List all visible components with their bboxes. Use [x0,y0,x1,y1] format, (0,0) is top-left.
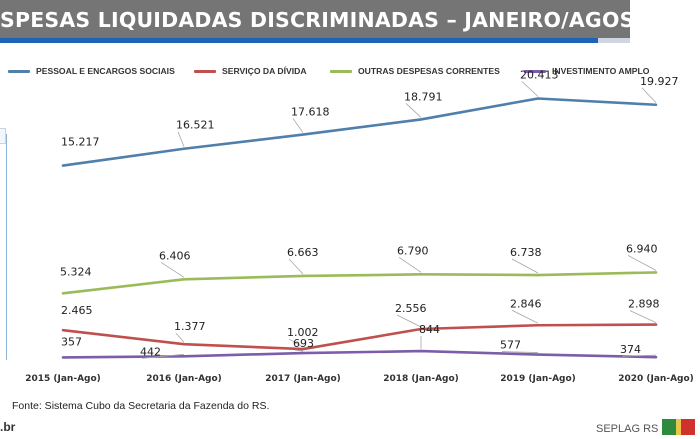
data-label-investimento: 844 [419,323,440,336]
legend-label-investimento: INVESTIMENTO AMPLO [552,66,650,76]
data-label-outras: 5.324 [60,265,92,278]
leader-line [629,310,657,323]
leader-line [621,354,657,357]
data-label-servico: 1.377 [174,320,206,333]
series-line-servico [61,323,658,351]
leader-line [292,118,304,133]
x-tick-label: 2018 (Jan-Ago) [383,374,459,384]
x-tick-label: 2016 (Jan-Ago) [146,374,222,384]
x-tick-label: 2019 (Jan-Ago) [500,374,576,384]
leader-line [641,87,657,104]
data-label-investimento: 442 [140,345,161,358]
left-edge-tab [0,128,6,144]
leader-line [288,338,304,348]
data-label-outras: 6.663 [287,246,319,259]
data-label-investimento: 693 [293,337,314,350]
title-accent-shadow [598,38,630,43]
data-label-pessoal: 15.217 [61,136,100,149]
leader-line [398,257,422,273]
leader-line [511,258,539,274]
data-label-investimento: 374 [620,343,641,356]
title-bar [0,0,630,38]
data-label-servico: 2.846 [510,297,542,310]
data-label-investimento: 577 [500,339,521,352]
data-label-pessoal: 19.927 [640,75,679,88]
legend-label-outras: OUTRAS DESPESAS CORRENTES [358,66,500,76]
data-label-servico: 2.556 [395,302,427,315]
leader-line [501,351,539,353]
left-edge-rule [6,134,7,360]
title-accent-bar [0,38,598,43]
data-label-servico: 1.002 [287,326,319,339]
data-label-outras: 6.790 [397,244,429,257]
leader-line [511,309,539,324]
leader-line [396,314,422,328]
data-label-pessoal: 16.521 [176,119,215,132]
leader-line [288,258,304,275]
legend-label-servico: SERVIÇO DA DÍVIDA [222,66,307,76]
leader-line [141,353,185,359]
rs-flag-logo [662,419,695,435]
url-fragment: .br [0,420,16,434]
leader-line [521,81,539,97]
data-label-outras: 6.406 [159,249,191,262]
data-label-outras: 6.738 [510,246,542,259]
chart-legend: PESSOAL E ENCARGOS SOCIAIS SERVIÇO DA DÍ… [0,66,700,80]
legend-swatch-pessoal [8,69,30,73]
page-title: SPESAS LIQUIDADAS DISCRIMINADAS – JANEIR… [0,8,667,32]
data-label-pessoal: 20.413 [520,68,559,81]
x-tick-label: 2020 (Jan-Ago) [618,374,694,384]
legend-item-investimento: INVESTIMENTO AMPLO [524,66,649,76]
legend-label-pessoal: PESSOAL E ENCARGOS SOCIAIS [36,66,175,76]
series-line-outras [61,271,658,295]
x-tick-label: 2017 (Jan-Ago) [265,374,341,384]
data-label-pessoal: 18.791 [404,90,443,103]
leader-line [294,349,304,352]
x-tick-label: 2015 (Jan-Ago) [25,374,101,384]
data-label-servico: 2.898 [628,298,660,311]
footer-org: SEPLAG RS [596,423,659,435]
legend-item-pessoal: PESSOAL E ENCARGOS SOCIAIS [8,66,175,76]
leader-line [627,255,657,271]
data-label-pessoal: 17.618 [291,106,330,119]
legend-swatch-servico [194,69,216,73]
leader-line [177,131,185,147]
data-label-outras: 6.940 [626,242,658,255]
leader-line [160,261,185,278]
source-note: Fonte: Sistema Cubo da Secretaria da Faz… [12,400,270,412]
legend-swatch-investimento [524,69,546,73]
leader-line [175,332,185,343]
data-label-investimento: 357 [61,335,82,348]
legend-item-servico: SERVIÇO DA DÍVIDA [194,66,307,76]
leader-line [405,103,422,118]
legend-swatch-outras [330,69,352,73]
data-label-servico: 2.465 [61,304,93,317]
series-line-pessoal [61,97,658,167]
legend-item-outras: OUTRAS DESPESAS CORRENTES [330,66,500,76]
